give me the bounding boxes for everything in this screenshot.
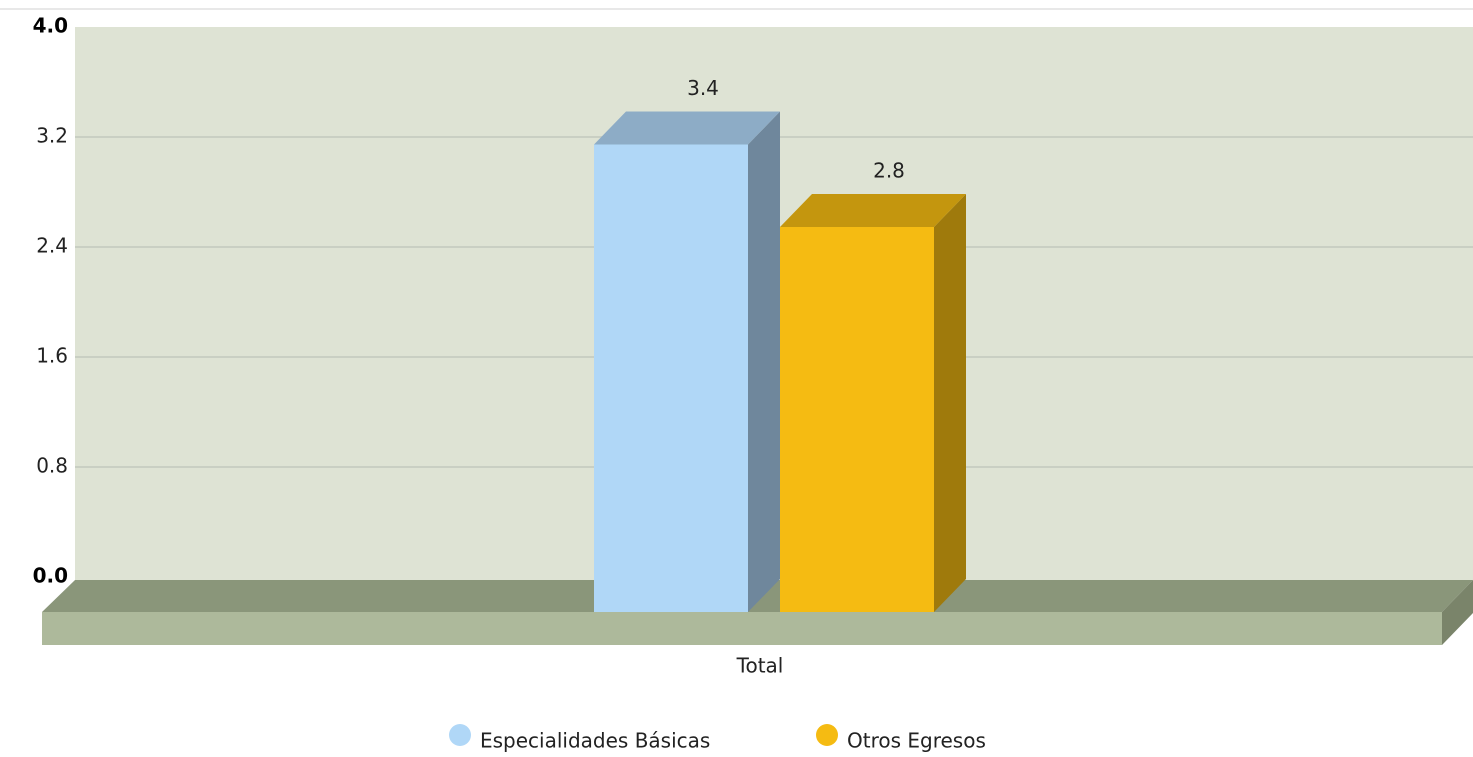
y-tick-label: 0.8 xyxy=(36,454,68,478)
legend-label: Otros Egresos xyxy=(847,729,986,753)
bar xyxy=(594,144,748,612)
floor-side xyxy=(1442,580,1473,645)
floor-front xyxy=(42,612,1442,645)
data-label: 2.8 xyxy=(873,159,905,183)
y-tick-label: 3.2 xyxy=(36,124,68,148)
data-label: 3.4 xyxy=(687,76,719,100)
legend-swatch xyxy=(449,724,471,746)
bars xyxy=(594,111,966,612)
bar-side xyxy=(748,111,780,612)
legend-swatch xyxy=(816,724,838,746)
bar xyxy=(780,227,934,612)
y-tick-label: 1.6 xyxy=(36,344,68,368)
y-tick-label: 0.0 xyxy=(33,564,68,588)
bar-side xyxy=(934,194,966,612)
bar-top xyxy=(780,194,966,227)
y-tick-label: 4.0 xyxy=(33,14,68,38)
x-tick-label: Total xyxy=(736,654,784,678)
bar-top xyxy=(594,111,780,145)
legend-label: Especialidades Básicas xyxy=(480,729,710,753)
y-tick-label: 2.4 xyxy=(36,234,68,258)
